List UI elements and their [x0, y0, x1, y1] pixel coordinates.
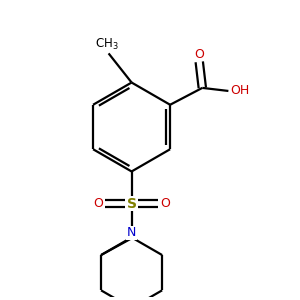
Text: O: O — [194, 48, 204, 61]
Text: OH: OH — [230, 85, 249, 98]
Text: CH$_3$: CH$_3$ — [95, 36, 119, 52]
Text: O: O — [160, 197, 170, 210]
Text: S: S — [127, 197, 136, 211]
Text: N: N — [127, 226, 136, 239]
Text: O: O — [94, 197, 103, 210]
